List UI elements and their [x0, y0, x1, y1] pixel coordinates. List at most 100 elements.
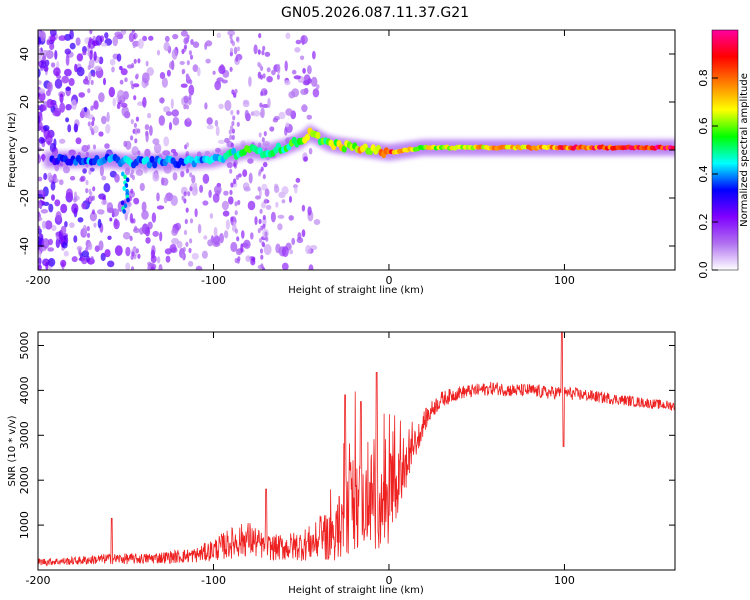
- spectrogram-noise-blob: [262, 161, 268, 168]
- spectrogram-noise-blob: [207, 239, 214, 247]
- spectrogram-noise-blob: [204, 102, 208, 110]
- spectrogram-noise-blob: [43, 172, 48, 181]
- spectrogram-noise-blob: [247, 200, 256, 211]
- ridge-point: [149, 155, 155, 164]
- spectrogram-streak-blob: [183, 44, 188, 50]
- spectrogram-noise-blob: [169, 244, 177, 253]
- spectrogram-noise-blob: [308, 147, 313, 155]
- spectrogram-noise-blob: [124, 77, 128, 82]
- y-tick-label: 4000: [18, 376, 31, 404]
- ridge-branch-point: [121, 171, 125, 177]
- spectrogram-streak-blob: [134, 129, 138, 135]
- spectrogram-noise-blob: [284, 127, 288, 136]
- spectrogram-streak-blob: [257, 228, 261, 234]
- spectrogram-noise-blob: [106, 111, 110, 123]
- spectrogram-streak-blob: [134, 225, 138, 231]
- spectrogram-streak-blob: [264, 231, 268, 237]
- colorbar-frame: [711, 29, 739, 271]
- spectrogram-noise-blob: [224, 100, 232, 111]
- spectrogram-streak-blob: [189, 79, 193, 85]
- spectrogram-streak-blob: [259, 248, 264, 254]
- spectrogram-noise-blob: [97, 209, 103, 215]
- spectrogram-noise-blob: [38, 61, 42, 66]
- spectrogram-streak-blob: [189, 186, 193, 192]
- spectrogram-streak-blob: [236, 109, 240, 115]
- spectrogram-noise-blob: [156, 256, 161, 264]
- spectrogram-noise-blob: [132, 83, 140, 88]
- spectrogram-noise-blob: [63, 250, 69, 257]
- spectrogram-noise-blob: [60, 259, 67, 267]
- spectrogram-noise-blob: [192, 41, 200, 48]
- spectrogram-streak-blob: [231, 120, 235, 127]
- spectrogram-noise-blob: [307, 206, 312, 216]
- spectrogram-noise-blob: [301, 35, 305, 46]
- spectrogram-streak-blob: [87, 144, 91, 150]
- y-tick-label: 1000: [18, 511, 31, 539]
- spectrogram-noise-blob: [49, 30, 57, 37]
- spectrogram-noise-blob: [245, 255, 251, 262]
- spectrogram-noise-blob: [242, 169, 248, 178]
- spectrogram-noise-blob: [38, 142, 41, 148]
- spectrogram-noise-blob: [64, 221, 68, 228]
- spectrogram-noise-blob: [171, 49, 178, 60]
- spectrogram-noise-blob: [156, 205, 165, 210]
- spectrogram-streak-blob: [87, 51, 91, 57]
- spectrogram-noise-blob: [273, 185, 280, 193]
- spectrogram-noise-blob: [278, 111, 286, 120]
- spectrogram-streak-blob: [84, 75, 89, 81]
- spectrogram-noise-blob: [281, 262, 289, 270]
- spectrogram-noise-blob: [306, 114, 312, 120]
- spectrogram-noise-blob: [111, 66, 115, 73]
- spectrogram-noise-blob: [42, 238, 50, 249]
- spectrogram-noise-blob: [187, 97, 192, 105]
- spectrogram-noise-blob: [159, 72, 166, 80]
- spectrogram-noise-blob: [112, 97, 117, 107]
- spectrogram-noise-blob: [125, 262, 131, 270]
- colorbar-tick-label: 0.8: [697, 69, 710, 87]
- spectrogram-noise-blob: [82, 224, 88, 236]
- spectrogram-streak-blob: [130, 119, 134, 125]
- spectrogram-noise-blob: [255, 195, 261, 200]
- spectrogram-streak-blob: [129, 235, 133, 241]
- spectrogram-streak-blob: [229, 168, 233, 174]
- spectrogram-noise-blob: [145, 60, 149, 67]
- spectrogram-streak-blob: [259, 111, 263, 117]
- spectrogram-noise-blob: [98, 56, 104, 65]
- spectrogram-noise-blob: [64, 68, 72, 77]
- spectrogram-noise-blob: [201, 250, 208, 259]
- spectrogram-noise-blob: [53, 67, 61, 77]
- spectrogram-noise-blob: [44, 59, 50, 67]
- spectrogram-noise-blob: [247, 158, 254, 164]
- spectrogram-streak-blob: [233, 92, 237, 98]
- spectrogram-noise-blob: [150, 255, 157, 264]
- y-tick-label: -40: [18, 237, 31, 255]
- spectrogram-noise-blob: [141, 210, 149, 220]
- spectrogram-streak-blob: [262, 223, 266, 229]
- spectrogram-streak-blob: [260, 254, 264, 260]
- spectrogram-noise-blob: [206, 124, 214, 130]
- colorbar-tick-label: 0.2: [697, 213, 710, 231]
- spectrogram-noise-blob: [294, 185, 298, 194]
- spectrogram-noise-blob: [61, 241, 68, 249]
- snr-y-ticks: 1000 2000 3000 4000 5000: [18, 331, 675, 539]
- spectrogram-noise-blob: [141, 201, 147, 212]
- spectrogram-streak-blob: [86, 226, 90, 232]
- ridge-branch-point: [122, 186, 126, 191]
- spectrogram-streak-blob: [87, 47, 91, 53]
- spectrogram-streak-blob: [234, 201, 238, 207]
- ridge-branch-point: [125, 177, 130, 183]
- spectrogram-streak-blob: [261, 50, 265, 56]
- spectrogram-streak-blob: [131, 84, 135, 90]
- ridge-branch-point: [126, 197, 130, 203]
- ridge-branch-point: [120, 200, 125, 206]
- spectrogram-noise-blob: [218, 103, 224, 110]
- spectrogram-noise-blob: [38, 80, 42, 85]
- spectrogram-noise-blob: [223, 190, 229, 196]
- spectrogram-noise-blob: [312, 50, 316, 60]
- spectrogram-noise-blob: [103, 77, 106, 86]
- spectrogram-streak-blob: [231, 134, 235, 141]
- spectrogram-streak-blob: [189, 54, 194, 60]
- spectrogram-noise-blob: [277, 223, 283, 231]
- spectrogram-noise-blob: [301, 229, 306, 238]
- spectrogram-noise-blob: [38, 264, 42, 270]
